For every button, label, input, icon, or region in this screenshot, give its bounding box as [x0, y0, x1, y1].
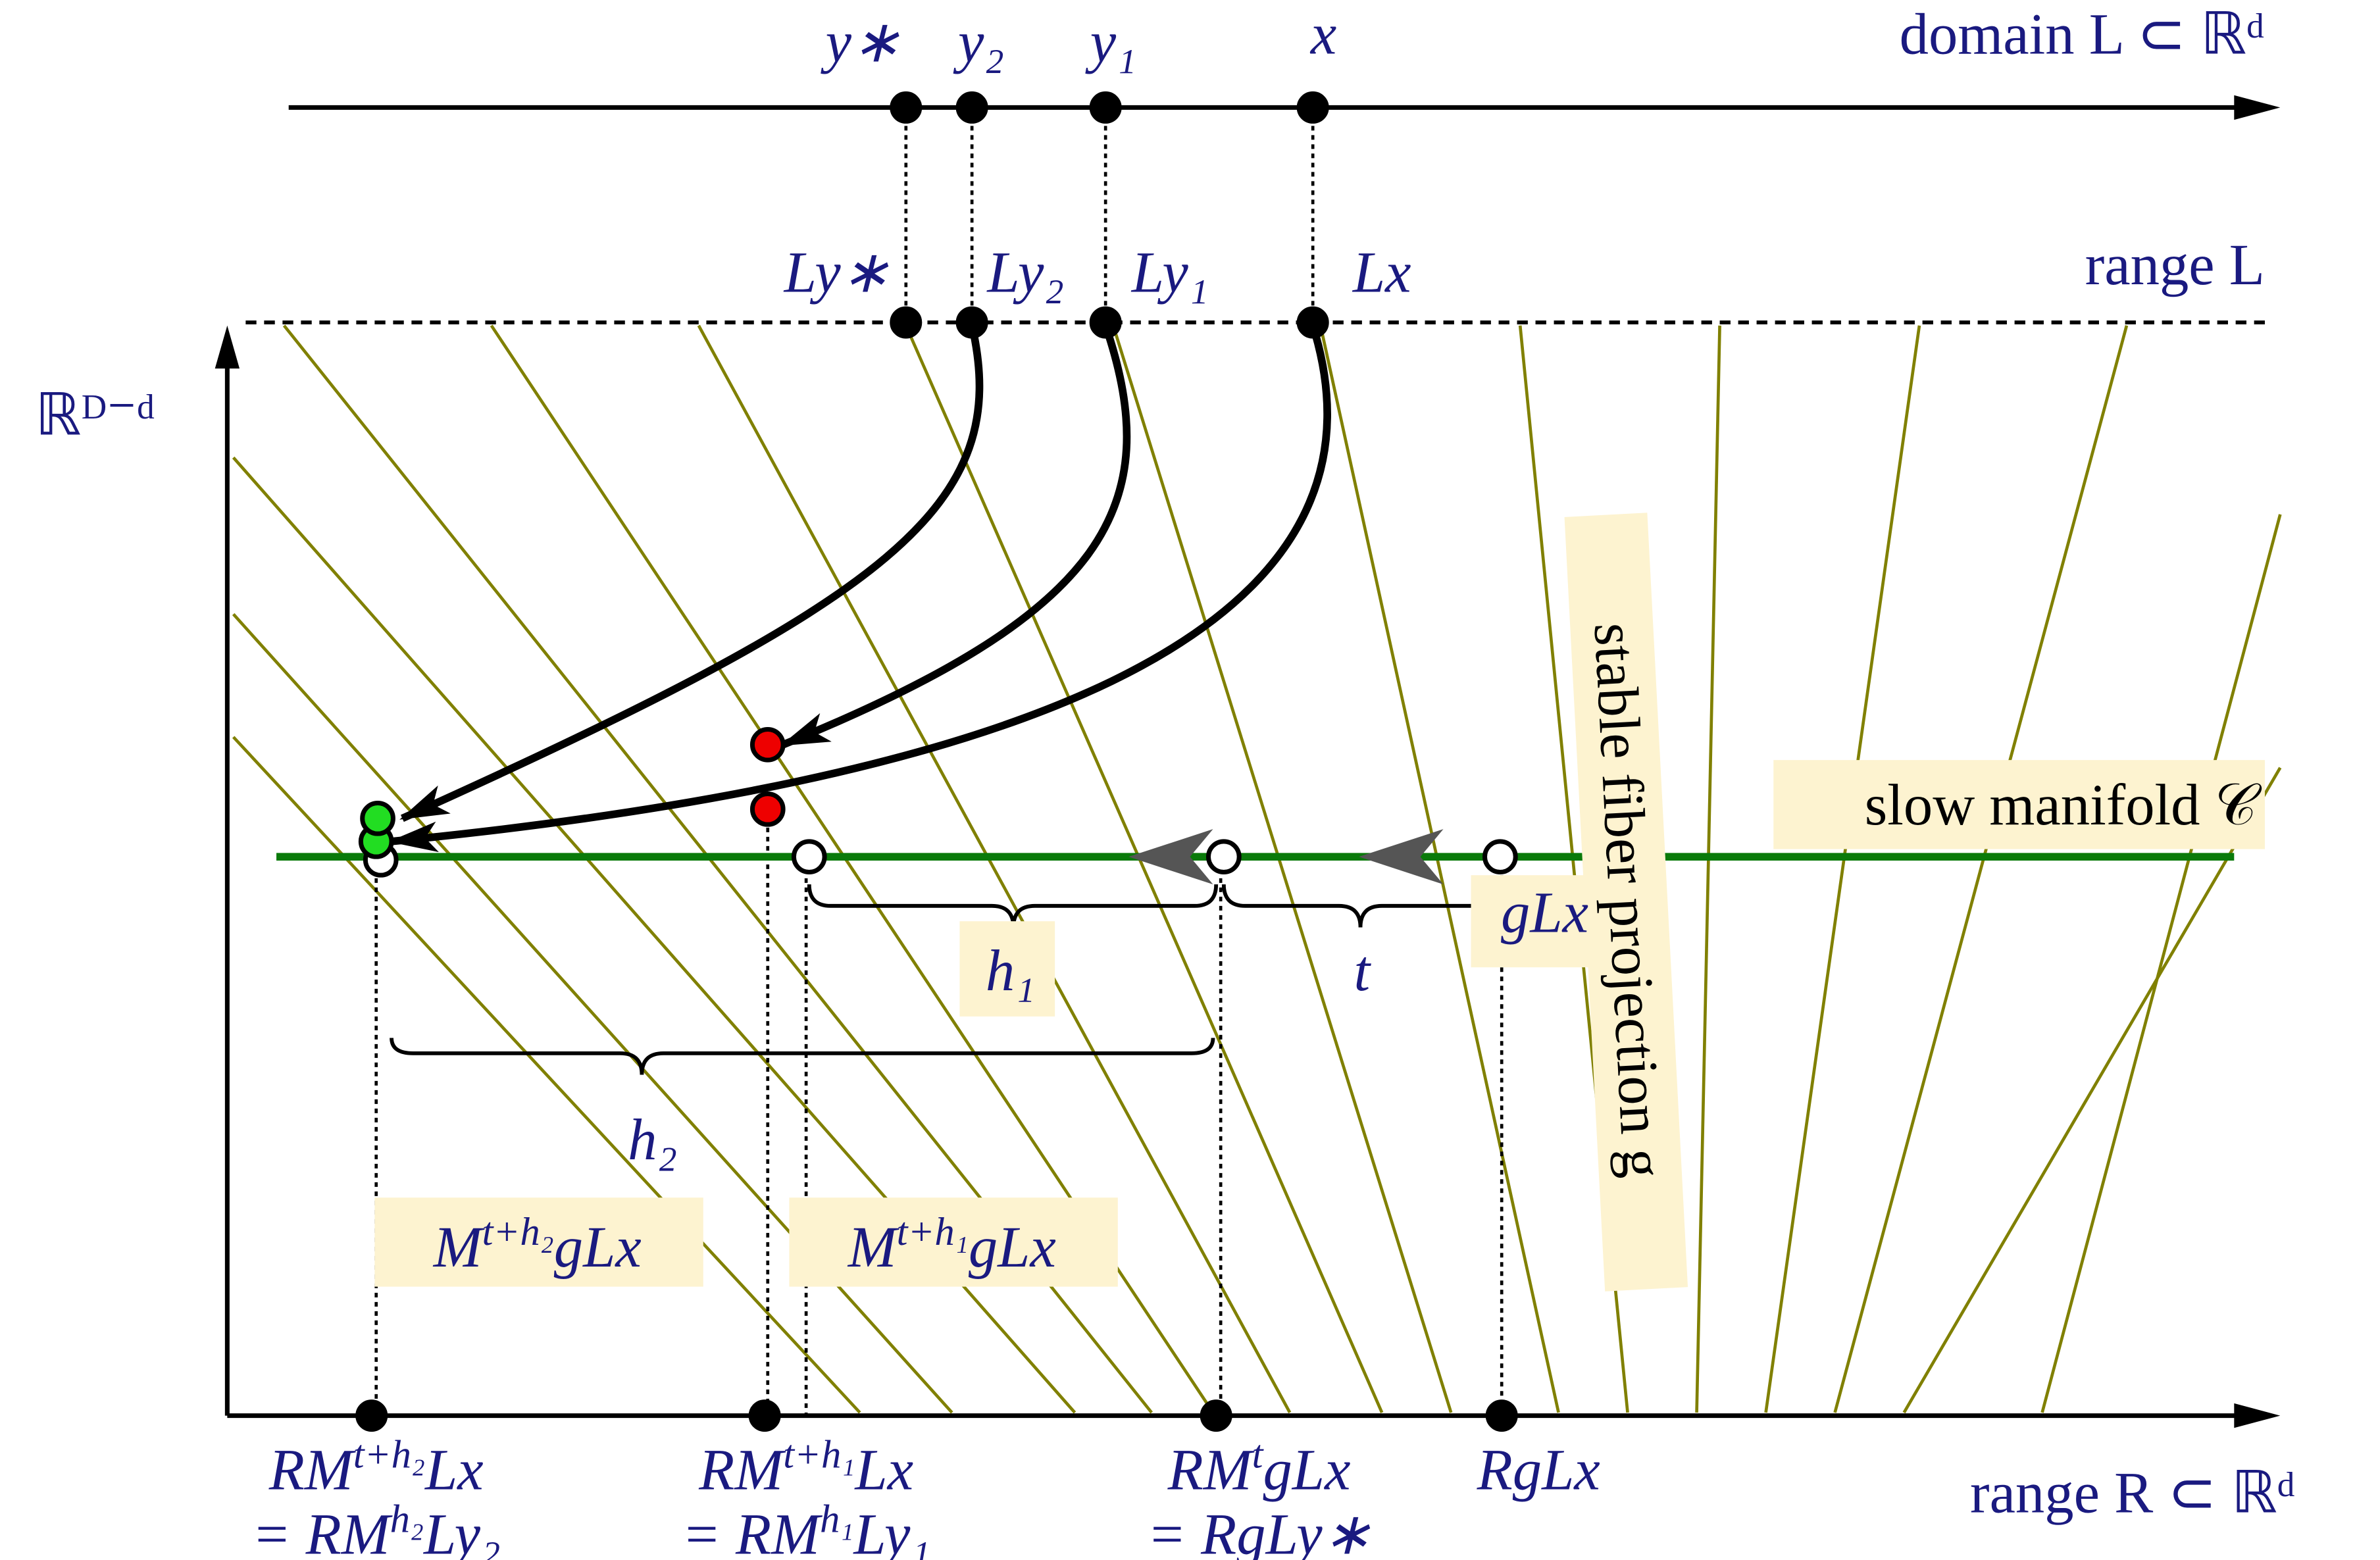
math-label: Mt+h₂gLx: [432, 1210, 642, 1280]
domain-point: x: [1309, 3, 1336, 67]
fiber-line: [1695, 325, 1721, 1413]
label-part: gLx: [1501, 881, 1588, 945]
brace-label: h₂: [628, 1108, 677, 1172]
braces: [390, 884, 1498, 1075]
label-part: t+h₁: [897, 1210, 969, 1254]
label-part: Ly₁: [852, 1503, 930, 1560]
domain-point: y₁: [1085, 10, 1136, 74]
label-part: RM: [1167, 1438, 1255, 1503]
math-label: = RgLy∗: [1147, 1503, 1371, 1560]
brace-label: t: [1354, 939, 1372, 1003]
label-part: Ly₂: [422, 1503, 501, 1560]
fiber-line: [1764, 325, 1921, 1413]
fiber-line: [1902, 767, 2282, 1414]
label-part: gLx: [969, 1215, 1056, 1280]
math-label: = RMh₁Ly₁: [682, 1497, 930, 1560]
label-part: t: [1252, 1432, 1265, 1476]
label-part: h₁: [820, 1497, 853, 1541]
label-part: t+h₂: [482, 1210, 554, 1254]
label-part: t+h₁: [783, 1432, 855, 1476]
domain-point: y₂: [953, 10, 1004, 74]
labels: domain L ⊂ ℝᵈ range L range R ⊂ ℝᵈ ℝᴰ⁻ᵈ …: [35, 3, 2295, 1560]
math-label: gLx: [1501, 881, 1588, 945]
label-part: Lx: [424, 1438, 484, 1503]
label-part: gLx: [554, 1215, 642, 1280]
fiber-line: [1111, 325, 1453, 1413]
fiber-line: [697, 324, 1292, 1414]
fiber-line: [1319, 325, 1560, 1413]
fiber-line: [904, 324, 1384, 1413]
label-part: M: [847, 1215, 899, 1280]
math-label: RMt+h₁Lx: [698, 1432, 913, 1503]
domain-point: y∗: [821, 10, 901, 74]
math-label: Mt+h₁gLx: [847, 1210, 1056, 1280]
fiber-line: [1833, 325, 2129, 1413]
range-point: Ly∗: [783, 240, 890, 305]
label-part: RgLx: [1477, 1438, 1600, 1503]
brace-label: h₁: [986, 939, 1035, 1003]
label-part: RM: [698, 1438, 786, 1503]
range-point: Ly₁: [1130, 240, 1209, 305]
highlights: [374, 513, 2265, 1292]
label-part: = RM: [252, 1503, 393, 1560]
fiber-line: [2040, 514, 2282, 1413]
fiber-line: [232, 736, 861, 1414]
label-part: M: [432, 1215, 485, 1280]
label-part: = RM: [682, 1503, 823, 1560]
flow-arrows: [1128, 829, 1444, 885]
math-label: = RMh₂Ly₂: [252, 1497, 501, 1560]
label-part: h₂: [390, 1497, 424, 1541]
label-part: t+h₂: [353, 1432, 425, 1476]
flows: [388, 324, 1331, 853]
slow-manifold-label: slow manifold 𝒞: [1865, 773, 2262, 838]
range-point: Ly₂: [986, 240, 1064, 305]
vertical-label: ℝᴰ⁻ᵈ: [35, 383, 155, 447]
range-point: Lx: [1352, 240, 1411, 305]
domain-label: domain L ⊂ ℝᵈ: [1900, 3, 2265, 67]
range-r-label: range R ⊂ ℝᵈ: [1970, 1461, 2296, 1526]
math-label: RMt+h₂Lx: [268, 1432, 484, 1503]
label-part: RM: [268, 1438, 356, 1503]
points: [355, 91, 1518, 1432]
label-part: Lx: [853, 1438, 913, 1503]
math-label: RMtgLx: [1167, 1432, 1351, 1503]
range-l-label: range L: [2085, 233, 2265, 297]
math-label: RgLx: [1477, 1438, 1600, 1503]
axes: [215, 95, 2281, 1428]
label-part: = RgLy∗: [1147, 1503, 1371, 1560]
label-part: gLx: [1263, 1438, 1350, 1503]
projection-lines: [374, 107, 1504, 1416]
